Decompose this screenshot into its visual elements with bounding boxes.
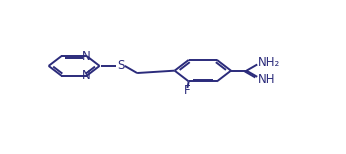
Text: NH: NH [258, 73, 275, 86]
Text: N: N [82, 69, 91, 82]
Text: N: N [82, 50, 91, 63]
Text: S: S [117, 59, 124, 72]
Text: F: F [184, 84, 191, 97]
Text: NH₂: NH₂ [258, 56, 280, 69]
